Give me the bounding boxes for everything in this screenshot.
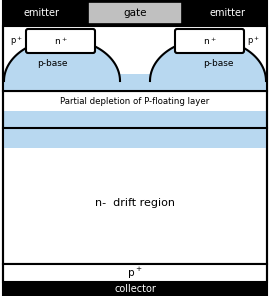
- Text: n-  drift region: n- drift region: [95, 198, 175, 208]
- FancyBboxPatch shape: [175, 29, 244, 53]
- Bar: [3, 128, 267, 264]
- Bar: [3, 91, 267, 128]
- Bar: [3, 282, 267, 296]
- Text: n$^+$: n$^+$: [203, 35, 216, 47]
- FancyBboxPatch shape: [26, 29, 95, 53]
- Text: emitter: emitter: [24, 8, 60, 18]
- Bar: [3, 264, 267, 282]
- Bar: [3, 111, 267, 128]
- Text: Partial depletion of P-floating layer: Partial depletion of P-floating layer: [60, 96, 210, 105]
- Text: p$^+$: p$^+$: [247, 34, 260, 48]
- Text: collector: collector: [114, 284, 156, 294]
- Text: emitter: emitter: [210, 8, 246, 18]
- Bar: [3, 0, 267, 26]
- Text: n$^+$: n$^+$: [54, 35, 67, 47]
- Bar: [3, 91, 267, 111]
- Bar: [3, 26, 267, 91]
- Polygon shape: [150, 39, 266, 81]
- Text: p-base: p-base: [37, 59, 67, 67]
- Text: p$^+$: p$^+$: [127, 266, 143, 281]
- Text: gate: gate: [123, 8, 147, 18]
- Text: p$^+$: p$^+$: [10, 34, 23, 48]
- Polygon shape: [4, 39, 120, 81]
- Bar: [3, 74, 267, 91]
- Text: p-base: p-base: [203, 59, 233, 67]
- Bar: [3, 128, 267, 148]
- Bar: [88, 2, 182, 24]
